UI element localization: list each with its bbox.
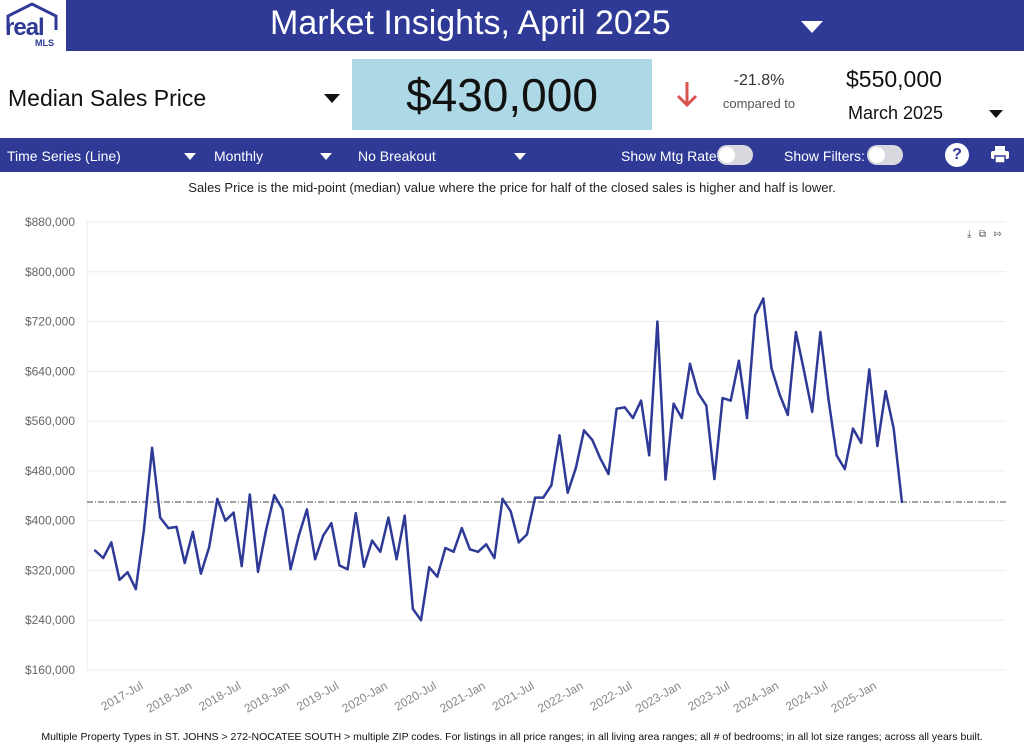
toggle-knob: [869, 147, 885, 163]
x-tick-label: 2023-Jul: [685, 678, 732, 713]
metric-dropdown-caret-icon[interactable]: [324, 94, 340, 103]
house-roof-icon: [6, 2, 58, 30]
metric-value: $430,000: [406, 68, 598, 121]
y-tick-label: $320,000: [25, 563, 75, 577]
show-mtg-rate-label: Show Mtg Rate:: [621, 148, 721, 164]
change-percent: -21.8%: [733, 72, 785, 89]
y-tick-label: $240,000: [25, 613, 75, 627]
compared-to-label: compared to: [722, 96, 796, 111]
metric-value-box: $430,000: [352, 59, 652, 130]
compare-value: $550,000: [846, 66, 942, 92]
compare-period-caret-icon[interactable]: [989, 110, 1003, 118]
x-tick-label: 2020-Jul: [392, 678, 439, 713]
y-tick-label: $400,000: [25, 514, 75, 528]
logo-word: real: [5, 14, 45, 41]
toggle-knob: [719, 147, 735, 163]
metric-select[interactable]: Median Sales Price: [8, 85, 207, 111]
x-tick-label: 2017-Jul: [99, 678, 146, 713]
filters-toggle[interactable]: [867, 145, 903, 165]
data-points: [93, 297, 904, 622]
x-tick-label: 2020-Jan: [340, 678, 390, 715]
x-tick-label: 2018-Jan: [144, 678, 194, 715]
x-tick-label: 2025-Jan: [829, 678, 879, 715]
y-tick-label: $800,000: [25, 265, 75, 279]
x-tick-label: 2023-Jan: [633, 678, 683, 715]
x-tick-label: 2019-Jan: [242, 678, 292, 715]
breakout-select[interactable]: No Breakout: [358, 148, 436, 164]
y-tick-label: $720,000: [25, 315, 75, 329]
down-arrow-icon: [676, 82, 698, 108]
x-tick-label: 2019-Jul: [294, 678, 341, 713]
median-price-line-chart: $160,000 $240,000 $320,000 $400,000 $480,000…: [25, 215, 1006, 716]
chart-toolbar: Time Series (Line) Monthly No Breakout S…: [0, 138, 1024, 172]
y-axis-ticks: $160,000 $240,000 $320,000 $400,000 $480,000…: [25, 215, 75, 677]
y-tick-label: $160,000: [25, 663, 75, 677]
y-tick-label: $640,000: [25, 364, 75, 378]
interval-select[interactable]: Monthly: [214, 148, 264, 164]
header-bar: real MLS Market Insights, April 2025: [0, 0, 1024, 51]
x-tick-label: 2024-Jul: [783, 678, 830, 713]
y-tick-label: $880,000: [25, 215, 75, 229]
logo-sub: MLS: [35, 38, 54, 48]
chart-grid: [86, 221, 1006, 671]
filter-footnote: Multiple Property Types in ST. JOHNS > 2…: [41, 731, 983, 743]
x-tick-label: 2021-Jul: [490, 678, 537, 713]
x-tick-label: 2022-Jan: [535, 678, 585, 715]
compare-period-select[interactable]: March 2025: [848, 103, 944, 123]
chart-type-select[interactable]: Time Series (Line): [7, 148, 121, 164]
chart-tools: ⤓ ⧉ ⇰: [967, 224, 1005, 242]
page-title: Market Insights, April 2025: [270, 4, 671, 42]
help-button[interactable]: ?: [945, 143, 969, 167]
print-icon[interactable]: [990, 145, 1010, 165]
x-tick-label: 2021-Jan: [437, 678, 487, 715]
median-price-series-line: [94, 297, 904, 622]
breakout-caret-icon[interactable]: [514, 153, 526, 160]
x-tick-label: 2024-Jan: [731, 678, 781, 715]
title-dropdown-caret-icon[interactable]: [801, 21, 823, 33]
export-icon[interactable]: ⇰: [993, 229, 1002, 240]
x-tick-label: 2018-Jul: [196, 678, 243, 713]
show-filters-label: Show Filters:: [784, 148, 865, 164]
mtg-rate-toggle[interactable]: [717, 145, 753, 165]
chart-type-caret-icon[interactable]: [184, 153, 196, 160]
y-tick-label: $560,000: [25, 414, 75, 428]
download-icon[interactable]: ⤓: [967, 229, 972, 240]
x-tick-label: 2022-Jul: [588, 678, 635, 713]
metric-description: Sales Price is the mid-point (median) va…: [188, 180, 836, 195]
interval-caret-icon[interactable]: [320, 153, 332, 160]
real-mls-logo[interactable]: real MLS: [0, 0, 66, 51]
y-tick-label: $480,000: [25, 464, 75, 478]
copy-icon[interactable]: ⧉: [978, 229, 987, 240]
